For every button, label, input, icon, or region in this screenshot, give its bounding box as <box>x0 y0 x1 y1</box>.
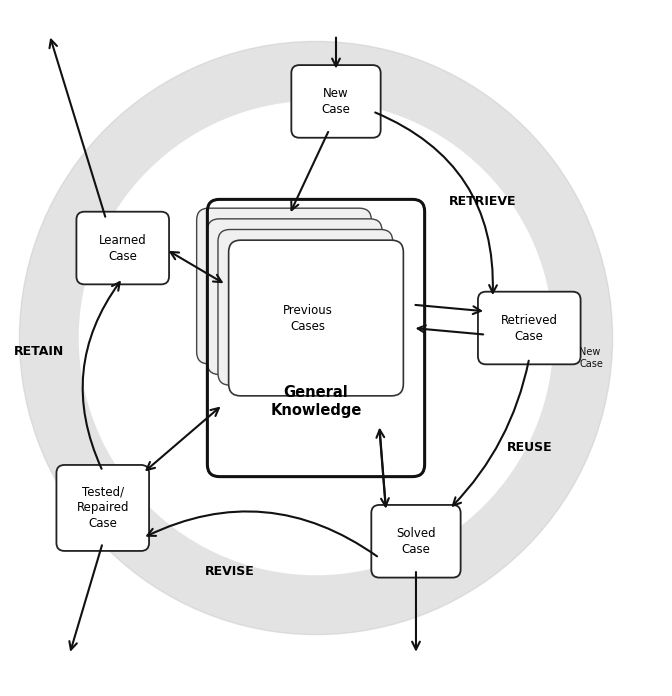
Circle shape <box>19 42 613 635</box>
Text: REUSE: REUSE <box>507 441 552 454</box>
FancyBboxPatch shape <box>77 212 169 285</box>
Text: New
Case: New Case <box>322 87 350 116</box>
Circle shape <box>79 102 552 575</box>
FancyBboxPatch shape <box>292 65 380 138</box>
Text: Solved
Case: Solved Case <box>396 527 435 556</box>
FancyBboxPatch shape <box>228 240 403 396</box>
FancyBboxPatch shape <box>56 465 149 551</box>
FancyBboxPatch shape <box>207 219 382 374</box>
Text: RETRIEVE: RETRIEVE <box>449 195 516 208</box>
Text: New
Case: New Case <box>579 347 603 369</box>
FancyBboxPatch shape <box>478 292 581 364</box>
FancyBboxPatch shape <box>197 208 372 364</box>
FancyBboxPatch shape <box>372 505 460 578</box>
Text: Previous
Cases: Previous Cases <box>284 303 333 333</box>
Text: REVISE: REVISE <box>204 564 254 578</box>
Text: Retrieved
Case: Retrieved Case <box>501 313 558 342</box>
FancyBboxPatch shape <box>218 230 392 385</box>
Text: Tested/
Repaired
Case: Tested/ Repaired Case <box>77 485 129 530</box>
Text: General
Knowledge: General Knowledge <box>270 384 362 418</box>
Text: RETAIN: RETAIN <box>14 345 65 358</box>
Text: Learned
Case: Learned Case <box>99 234 146 262</box>
